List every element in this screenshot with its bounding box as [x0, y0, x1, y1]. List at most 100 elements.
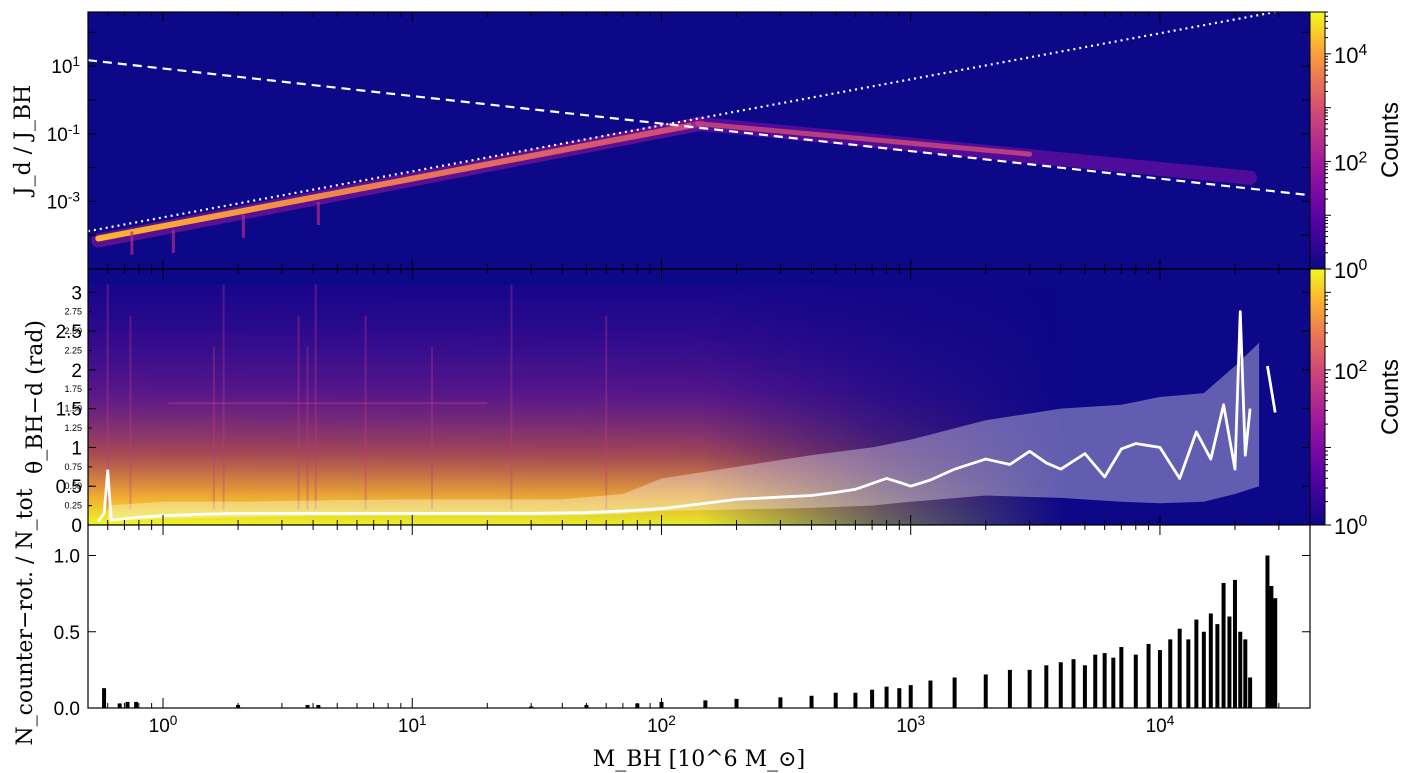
bottom-bar — [928, 680, 933, 708]
bottom-bar — [102, 688, 107, 708]
middle-y-minor-tick-label: 2.50 — [64, 326, 82, 336]
bottom-bar — [1177, 628, 1182, 708]
middle-y-tick-label: 2 — [71, 361, 82, 382]
bottom-bar — [853, 692, 858, 708]
bottom-y-tick-label: 0.0 — [54, 699, 80, 720]
bottom-bar — [908, 685, 913, 708]
top-dashed-fit-line — [87, 59, 1311, 197]
middle-y-minor-tick-label: 2.75 — [64, 307, 82, 317]
middle-y-tick-label: 0 — [71, 516, 82, 537]
middle-median-line — [97, 310, 1252, 522]
x-tick-label: 100 — [149, 713, 178, 738]
bottom-bar — [897, 688, 902, 708]
bottom-plot-background — [88, 525, 1310, 708]
colorbar-tick-label: 102 — [1334, 149, 1367, 176]
middle-y-tick-label: 1.5 — [56, 400, 82, 421]
bottom-bar — [1168, 639, 1173, 708]
bottom-bar — [1215, 624, 1220, 708]
middle-colorbar-ticks: 100 102 — [1309, 268, 1367, 540]
bottom-bar — [1238, 631, 1243, 708]
bottom-bar — [1007, 669, 1012, 708]
colorbar-tick-label: 104 — [1334, 41, 1367, 68]
middle-y-tick-label: 3 — [71, 283, 82, 304]
bottom-panel: 0.00.51.0 100 101 102 103 104 N_counter−rot.… — [13, 12, 1311, 772]
top-colorbar-gradient — [1310, 12, 1325, 269]
middle-ylabel: θ_BH−d (rad) — [23, 320, 48, 474]
bottom-bar — [809, 695, 814, 708]
bottom-bar — [1227, 616, 1232, 708]
middle-y-minor-tick-label: 0.25 — [64, 501, 82, 511]
bottom-bar — [703, 700, 708, 708]
bottom-bar — [1221, 582, 1226, 708]
bottom-bar — [1248, 677, 1253, 708]
bottom-bar — [870, 689, 875, 708]
top-heat-falling-branch-core — [695, 121, 1033, 157]
middle-panel: 0 0.5 1 1.5 2 2.5 3 0.25 0.50 0.75 1.25 1.50 1.75 2.2… — [23, 268, 1311, 537]
x-axis-label: M_BH [10^6 M_⊙] — [593, 747, 805, 772]
x-ticks: 100 101 102 103 104 — [87, 12, 1311, 738]
colorbar-tick-label: 100 — [1334, 257, 1367, 284]
bottom-bar — [125, 701, 130, 708]
bottom-bar — [1133, 654, 1138, 708]
x-tick-label: 103 — [896, 713, 925, 738]
bottom-bar — [983, 674, 988, 708]
bottom-bar — [1194, 619, 1199, 708]
top-y-ticks: 10-3 10-1 101 — [47, 31, 1310, 270]
middle-y-ticks: 0 0.5 1 1.5 2 2.5 3 0.25 0.50 0.75 1.25 1.50 1.75 2.2… — [56, 283, 1310, 537]
bottom-bar — [1111, 657, 1116, 708]
bottom-bar — [1243, 639, 1248, 708]
middle-y-tick-label: 2.5 — [56, 322, 82, 343]
bottom-bar — [1082, 665, 1087, 708]
middle-density-glow — [88, 285, 1310, 525]
bottom-bar — [1102, 653, 1107, 708]
bottom-bar — [1058, 662, 1063, 708]
bottom-bar — [833, 692, 838, 708]
bottom-y-ticks: 0.0 0.5 1.0 — [54, 547, 1310, 720]
bottom-bar — [305, 704, 310, 708]
top-panel: 10-3 10-1 101 J_d / J_BH — [11, 10, 1311, 270]
colorbar-tick-label: 102 — [1334, 357, 1367, 384]
bottom-bar — [884, 686, 889, 708]
bottom-bars — [102, 555, 1278, 708]
bottom-bar — [1273, 598, 1278, 708]
colorbar-tick-label: 100 — [1334, 513, 1367, 540]
top-y-tick-label: 101 — [51, 54, 80, 79]
middle-y-minor-tick-label: 1.50 — [64, 404, 82, 414]
top-y-tick-label: 10-1 — [47, 121, 80, 146]
middle-y-minor-tick-label: 0.75 — [64, 462, 82, 472]
bottom-bar — [1265, 555, 1270, 708]
top-y-tick-label: 10-3 — [47, 189, 80, 214]
top-ylabel: J_d / J_BH — [11, 85, 36, 197]
top-colorbar-label: Counts — [1377, 102, 1404, 178]
middle-y-minor-tick-label: 1.25 — [64, 423, 82, 433]
middle-colorbar-gradient — [1310, 269, 1325, 525]
x-tick-label: 101 — [398, 713, 427, 738]
bottom-bar — [1208, 613, 1213, 708]
bottom-bar — [1027, 669, 1032, 708]
top-colorbar: 100 102 104 Counts — [1309, 11, 1404, 284]
top-heatmap-cloud — [91, 116, 1258, 255]
bottom-bar — [1269, 586, 1274, 708]
bottom-y-tick-label: 1.0 — [54, 547, 80, 568]
bottom-y-tick-label: 0.5 — [54, 623, 80, 644]
middle-y-tick-label: 1 — [71, 438, 82, 459]
middle-colorbar-label: Counts — [1377, 359, 1404, 435]
middle-y-minor-tick-label: 0.50 — [64, 481, 82, 491]
bottom-bar — [1157, 650, 1162, 708]
bottom-bar — [778, 697, 783, 708]
bottom-bar — [316, 704, 321, 708]
bottom-bar — [1201, 631, 1206, 708]
bottom-bar — [1044, 665, 1049, 708]
bottom-bar — [1232, 579, 1237, 708]
bottom-bar — [134, 701, 139, 708]
bottom-bar — [1119, 647, 1124, 708]
colorbar-frame — [1309, 268, 1326, 526]
bottom-plot-frame — [87, 524, 1311, 709]
middle-median-line-tail — [1266, 365, 1277, 413]
x-tick-label: 102 — [647, 713, 676, 738]
bottom-ylabel: N_counter−rot. / N_tot — [13, 488, 38, 745]
bottom-bar — [1093, 654, 1098, 708]
bottom-bar — [1071, 659, 1076, 708]
middle-y-minor-tick-label: 2.25 — [64, 345, 82, 355]
